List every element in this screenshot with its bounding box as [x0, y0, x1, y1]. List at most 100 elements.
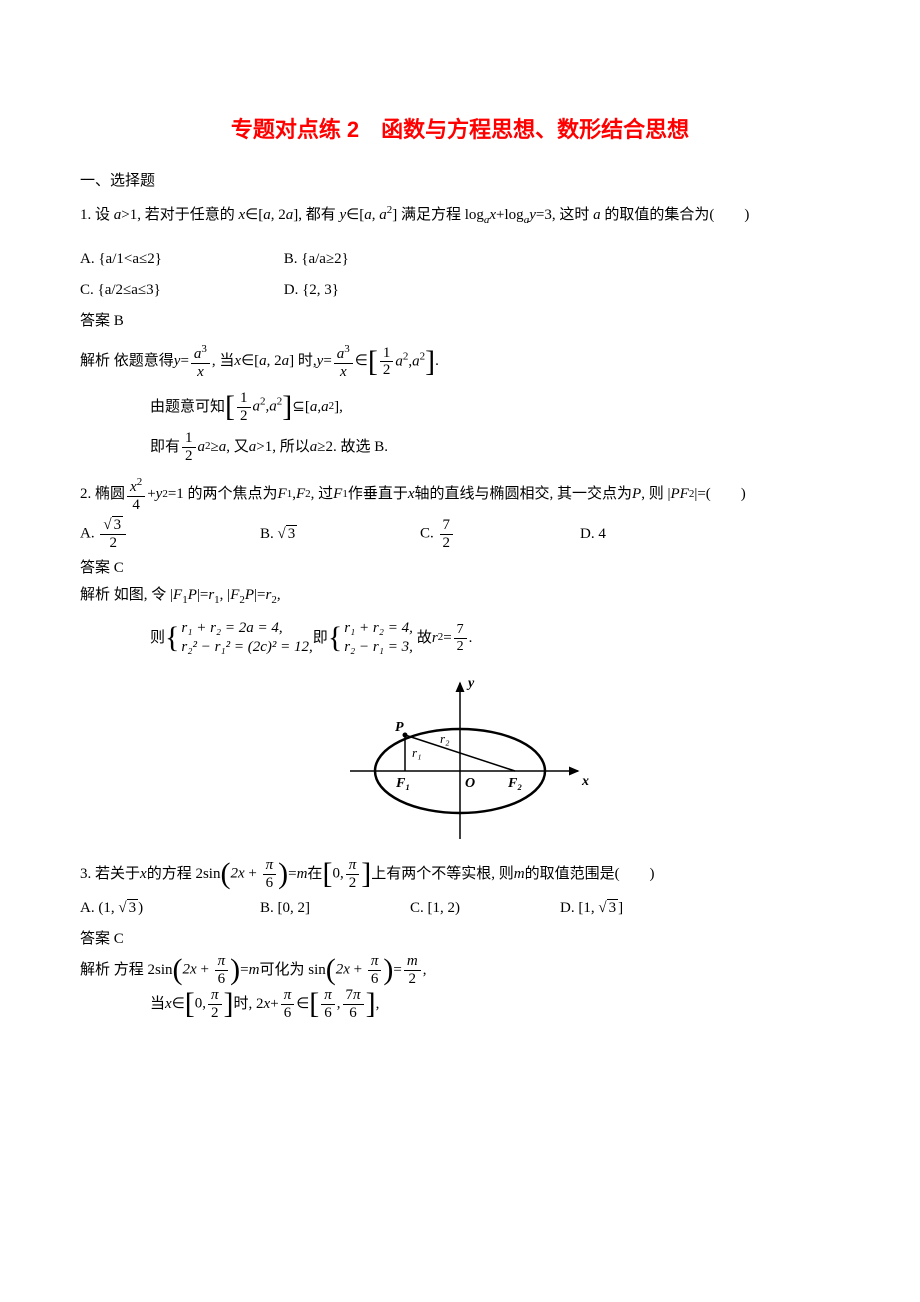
- text: 2. 椭圆: [80, 481, 125, 508]
- brace-icon: {: [165, 611, 179, 665]
- text: 可化为 sin: [259, 957, 325, 984]
- var-F: F: [680, 481, 689, 508]
- var-a: a: [198, 434, 206, 461]
- option-b: B. √3: [260, 521, 420, 548]
- var-y: y: [317, 348, 324, 375]
- q1-options: A. {a/1<a≤2} B. {a/a≥2}: [80, 246, 840, 273]
- option-c: C. [1, 2): [410, 895, 560, 922]
- var-a: a: [321, 394, 329, 421]
- q3-options: A. (1, √3) B. [0, 2] C. [1, 2) D. [1, √3…: [80, 895, 840, 922]
- q1-answer: 答案 B: [80, 308, 840, 335]
- den: 2: [346, 875, 360, 892]
- label-O: O: [465, 776, 475, 791]
- label-F2: F₂: [507, 776, 522, 791]
- text: ∈: [355, 348, 368, 375]
- zero: 0: [195, 996, 203, 1012]
- question-2: 2. 椭圆 x24 +y2=1 的两个焦点为 F1, F2, 过 F1 作垂直于…: [80, 476, 840, 513]
- text: =: [240, 957, 248, 984]
- text: 解析 如图, 令 |: [80, 587, 173, 603]
- var-F: F: [173, 587, 182, 603]
- paren: (2x + π6): [326, 953, 394, 987]
- val: 3: [607, 899, 619, 916]
- label-y: y: [466, 676, 475, 691]
- text: 3. 若关于: [80, 861, 140, 888]
- system-1: r₁ + r₂ = 2a = 4, r₂² − r₁² = (2c)² = 12…: [181, 619, 312, 658]
- den: 2: [404, 971, 421, 988]
- question-3: 3. 若关于 x 的方程 2sin (2x + π6) =m 在 [0,π2] …: [80, 857, 840, 891]
- text: , 又: [226, 434, 249, 461]
- text: 即有: [150, 434, 180, 461]
- den: 4: [127, 497, 145, 514]
- den: x: [191, 364, 210, 381]
- text: 的方程 2sin: [147, 861, 221, 888]
- var-m: m: [249, 957, 260, 984]
- text: ∈[: [241, 348, 259, 375]
- q1-text: 1. 设: [80, 207, 114, 223]
- frac-half: 12: [182, 430, 196, 464]
- var-m: m: [514, 861, 525, 888]
- var-a: a: [310, 434, 318, 461]
- q1-text: ] 满足方程 log: [392, 207, 484, 223]
- text: 在: [307, 861, 322, 888]
- q3-answer: 答案 C: [80, 926, 840, 953]
- q1-text: ∈[: [245, 207, 263, 223]
- option-b: B. {a/a≥2}: [284, 246, 464, 273]
- var-x: x: [190, 962, 197, 978]
- var-x: x: [238, 866, 245, 882]
- var-a: a: [379, 207, 387, 223]
- var-P: P: [670, 481, 679, 508]
- text: , 2: [267, 348, 282, 375]
- den: 2: [380, 362, 394, 379]
- label: A.: [80, 526, 98, 542]
- interval: [12a2,a2]: [368, 345, 435, 379]
- num: 1: [380, 345, 394, 363]
- text: |=: [197, 587, 208, 603]
- option-a: A. √32: [80, 517, 260, 551]
- label-P: P: [395, 720, 404, 735]
- text: 当: [150, 991, 165, 1018]
- label: C.: [420, 526, 438, 542]
- system-2: r₁ + r₂ = 4, r₂ − r₁ = 3,: [344, 619, 413, 658]
- page-title: 专题对点练 2 函数与方程思想、数形结合思想: [80, 110, 840, 150]
- den: 2: [454, 639, 467, 654]
- den: 6: [263, 875, 277, 892]
- text: 的取值范围是( ): [525, 861, 655, 888]
- den: 2: [440, 535, 454, 552]
- num: π: [321, 987, 335, 1005]
- frac-x2-4: x24: [127, 476, 145, 513]
- den: 2: [100, 535, 126, 552]
- brace-icon: {: [328, 611, 342, 665]
- num: x: [130, 479, 137, 495]
- frac: 72: [440, 517, 454, 551]
- text: |=: [254, 587, 265, 603]
- den: 6: [343, 1005, 364, 1022]
- var-P: P: [245, 587, 254, 603]
- text: 由题意可知: [150, 394, 225, 421]
- option-a: A. (1, √3): [80, 895, 260, 922]
- section-heading: 一、选择题: [80, 168, 840, 195]
- text: 解析 方程 2sin: [80, 957, 173, 984]
- text: |=( ): [694, 481, 745, 508]
- text: 解析 依题意得: [80, 348, 174, 375]
- var-x: x: [165, 991, 172, 1018]
- text: ∈: [172, 991, 185, 1018]
- text: ,: [277, 587, 281, 603]
- var-x: x: [343, 962, 350, 978]
- q2-options: A. √32 B. √3 C. 72 D. 4: [80, 517, 840, 551]
- option-b: B. [0, 2]: [260, 895, 410, 922]
- var-a: a: [282, 348, 290, 375]
- q1-text: =3, 这时: [536, 207, 593, 223]
- num: m: [404, 953, 421, 971]
- text: 轴的直线与椭圆相交, 其一交点为: [415, 481, 633, 508]
- text: ,: [376, 991, 380, 1018]
- var-y: y: [156, 481, 163, 508]
- num: π: [215, 953, 229, 971]
- var-x: x: [234, 348, 241, 375]
- num: π: [346, 857, 360, 875]
- var-F: F: [296, 481, 305, 508]
- q3-explanation-2: 当 x∈ [0,π2] 时, 2x+ π6 ∈ [π6,7π6] ,: [80, 987, 840, 1021]
- den: 6: [281, 1005, 295, 1022]
- num: 1: [182, 430, 196, 448]
- var-F: F: [333, 481, 342, 508]
- text: ⊆[: [292, 394, 310, 421]
